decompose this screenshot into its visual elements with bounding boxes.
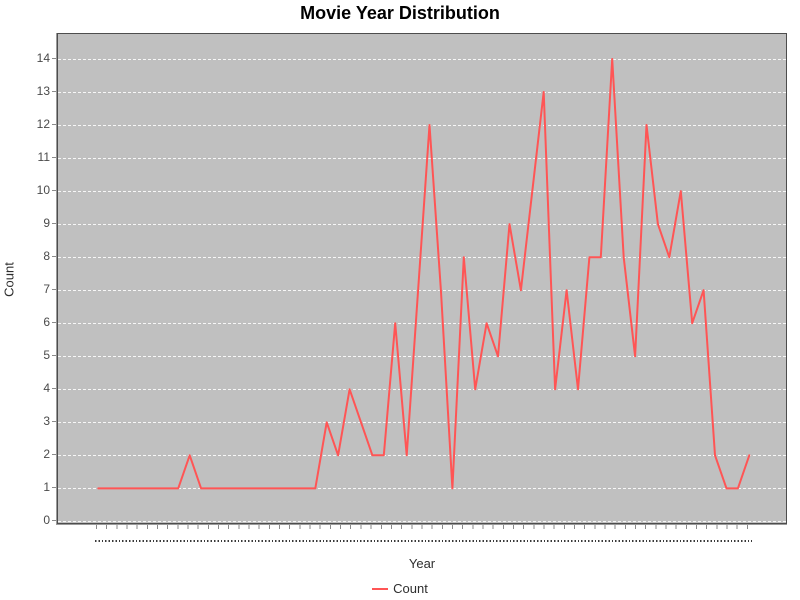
gridline-y-2 [58,455,786,457]
y-tick-label-6: 6 [43,315,50,330]
y-tick-mark-11 [52,157,56,159]
y-tick-mark-5 [52,355,56,357]
x-axis-tick-labels-dots [95,540,752,542]
gridline-y-4 [58,389,786,391]
chart-title: Movie Year Distribution [300,3,500,23]
x-axis-title: Year [408,556,436,571]
y-tick-label-8: 8 [43,249,50,264]
gridline-y-11 [58,158,786,160]
y-tick-label-9: 9 [43,216,50,231]
y-axis-title: Count [1,262,17,297]
y-tick-label-4: 4 [43,381,50,396]
gridline-y-10 [58,191,786,193]
gridline-y-14 [58,58,786,60]
gridline-y-1 [58,488,786,490]
gridline-y-6 [58,323,786,325]
gridline-y-0 [58,521,786,523]
y-tick-mark-6 [52,322,56,324]
legend: Count [0,581,800,596]
y-tick-mark-8 [52,256,56,258]
gridline-y-13 [58,92,786,93]
y-tick-mark-7 [52,289,56,291]
y-tick-mark-10 [52,190,56,192]
y-tick-mark-2 [52,454,56,456]
y-tick-label-2: 2 [43,447,50,462]
legend-line-swatch [372,587,389,590]
y-tick-label-13: 13 [36,84,50,98]
y-tick-mark-1 [52,487,56,489]
count-line-series [97,58,751,490]
y-tick-mark-12 [52,124,56,126]
y-tick-mark-13 [52,91,56,92]
x-axis-tick-marks [96,525,752,529]
plot-area [57,33,787,524]
y-tick-label-10: 10 [36,183,50,198]
y-tick-mark-14 [52,57,56,59]
gridline-y-7 [58,290,786,292]
gridline-y-8 [58,257,786,259]
y-tick-mark-4 [52,388,56,390]
y-tick-label-12: 12 [36,117,50,132]
y-tick-mark-0 [52,520,56,522]
x-axis-line [57,524,787,525]
gridline-y-3 [58,422,786,424]
y-tick-label-3: 3 [43,414,50,429]
gridline-y-12 [58,125,786,127]
y-tick-label-5: 5 [43,348,50,363]
y-tick-label-0: 0 [43,513,50,528]
gridline-y-5 [58,356,786,358]
y-tick-label-14: 14 [36,50,50,65]
y-tick-label-1: 1 [43,480,50,495]
y-tick-label-11: 11 [37,150,50,165]
legend-item-label: Count [393,581,428,596]
y-tick-mark-3 [52,421,56,423]
y-axis-line [56,33,57,525]
y-tick-label-7: 7 [43,282,50,297]
y-tick-mark-9 [52,223,56,225]
